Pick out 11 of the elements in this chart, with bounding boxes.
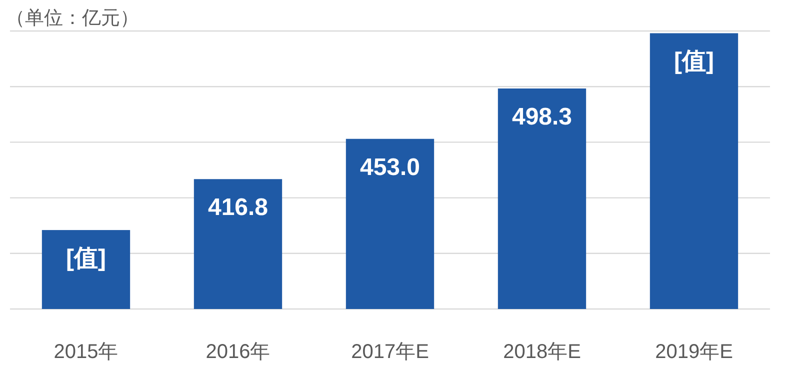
x-tick-label: 2016年 xyxy=(206,341,270,363)
data-label: 453.0 xyxy=(360,154,420,181)
data-label: 416.8 xyxy=(208,194,268,222)
x-tick-label: 2018年E xyxy=(503,341,581,363)
data-label: [值] xyxy=(674,48,714,76)
x-tick-label: 2019年E xyxy=(655,341,733,363)
x-tick-label: 2017年E xyxy=(351,341,429,363)
data-label: 498.3 xyxy=(512,103,572,130)
x-tick-label: 2015年 xyxy=(54,341,118,363)
data-label: [值] xyxy=(66,245,106,272)
chart-title: （单位：亿元） xyxy=(6,8,139,29)
